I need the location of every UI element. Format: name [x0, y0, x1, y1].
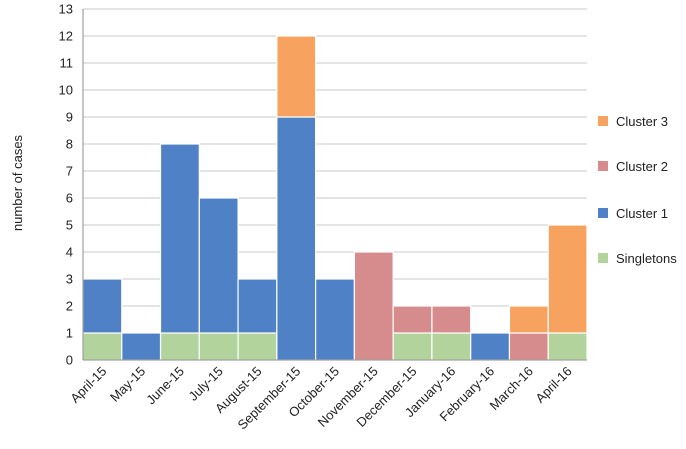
y-tick-label: 2 [66, 299, 73, 314]
bar-segment-cluster-2 [353, 251, 394, 361]
bar-segment-cluster-2 [508, 332, 549, 361]
x-tick-label: April-16 [532, 364, 574, 406]
y-tick-label: 10 [59, 83, 73, 98]
bar-segment-singletons [431, 332, 472, 361]
y-tick-label: 3 [66, 272, 73, 287]
bar-segment-singletons [547, 332, 588, 361]
y-tick-label: 5 [66, 218, 73, 233]
y-tick-label: 11 [60, 56, 74, 71]
y-tick-label: 1 [66, 326, 73, 341]
bars [82, 35, 588, 361]
legend-label: Cluster 1 [616, 206, 668, 221]
y-tick-label: 13 [59, 2, 73, 17]
bar-segment-cluster-3 [508, 305, 549, 334]
bar-segment-cluster-1 [159, 143, 200, 334]
y-axis-label: number of cases [10, 134, 25, 231]
bar-segment-singletons [237, 332, 278, 361]
x-tick-label: April-15 [67, 364, 109, 406]
legend-swatch [598, 116, 608, 126]
bar-segment-cluster-1 [198, 197, 239, 334]
bar-segment-cluster-1 [237, 278, 278, 334]
x-tick-label: June-15 [143, 364, 187, 408]
y-tick-label: 7 [66, 164, 73, 179]
legend-swatch [598, 208, 608, 218]
legend: Cluster 3 Cluster 2 Cluster 1 Singletons [598, 114, 677, 266]
y-tick-label: 6 [66, 191, 73, 206]
bar-segment-cluster-1 [470, 332, 511, 361]
x-tick-label: May-15 [107, 364, 148, 405]
bar-segment-cluster-1 [82, 278, 123, 334]
bar-segment-cluster-1 [121, 332, 162, 361]
y-tick-label: 12 [59, 29, 73, 44]
bar-segment-cluster-2 [431, 305, 472, 334]
y-tick-label: 0 [66, 353, 73, 368]
bar-segment-singletons [82, 332, 123, 361]
bar-segment-cluster-1 [276, 116, 317, 361]
axes [82, 9, 587, 361]
y-tick-label: 9 [66, 110, 73, 125]
legend-label: Singletons [616, 251, 677, 266]
bar-segment-cluster-1 [315, 278, 355, 361]
bar-segment-singletons [198, 332, 239, 361]
y-tick-label: 8 [66, 137, 73, 152]
legend-label: Cluster 3 [616, 114, 668, 129]
x-tick-labels: April-15May-15June-15July-15August-15Sep… [67, 364, 575, 433]
bar-segment-cluster-3 [276, 35, 317, 118]
y-tick-label: 4 [66, 245, 73, 260]
bar-segment-cluster-2 [392, 305, 433, 334]
legend-label: Cluster 2 [616, 159, 668, 174]
bar-segment-singletons [159, 332, 200, 361]
bar-segment-cluster-3 [547, 224, 588, 334]
legend-swatch [598, 253, 608, 263]
legend-swatch [598, 161, 608, 171]
bar-segment-singletons [392, 332, 433, 361]
